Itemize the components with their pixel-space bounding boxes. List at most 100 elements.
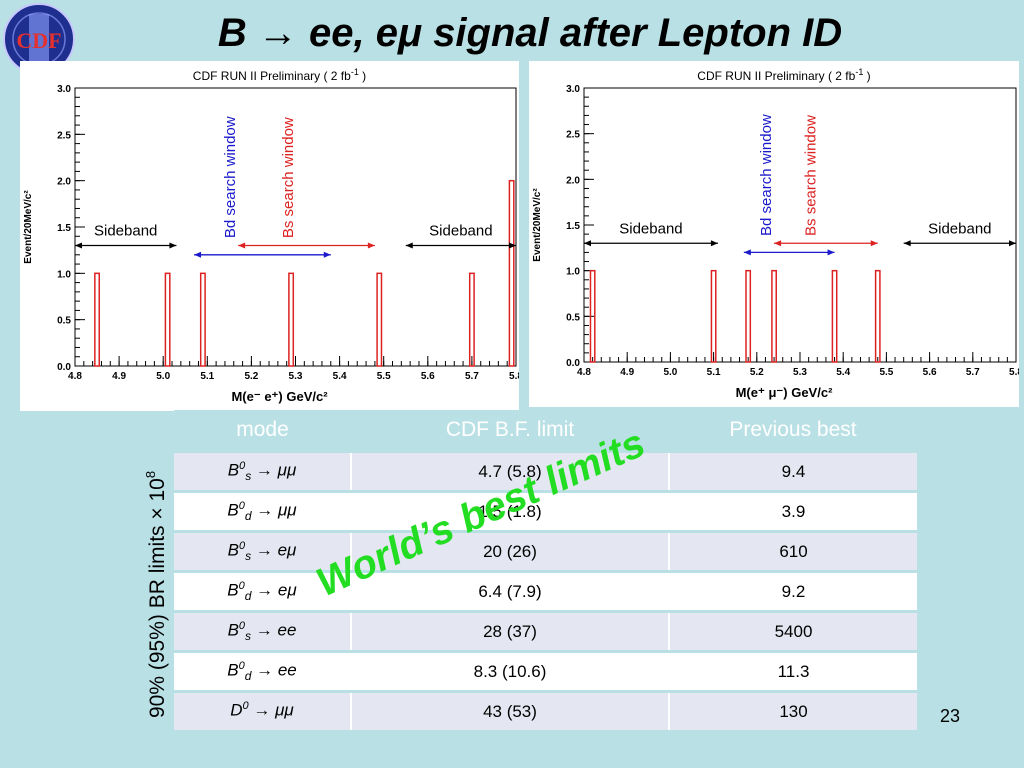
chart-title: CDF RUN II Preliminary ( 2 fb-1 )	[697, 67, 870, 83]
parent-charge: 0	[238, 659, 245, 672]
cdf-limit-cell: 4.7 (5.8)	[351, 450, 670, 492]
y-axis-label: Event/20MeV/c²	[23, 190, 34, 264]
mode-cell: B0s → eμ	[174, 530, 352, 572]
cdf-limit-cell: 20 (26)	[351, 530, 670, 572]
decay-arrow: →	[251, 500, 278, 520]
cdf-logo: CDF	[2, 2, 76, 76]
x-tick-label: 4.8	[577, 367, 591, 378]
parent-particle: D	[230, 700, 243, 720]
y-tick-label: 0.5	[57, 316, 71, 327]
histogram-bin	[164, 272, 171, 367]
y-tick-label: 3.0	[57, 84, 71, 95]
mode-cell: D0 → μμ	[174, 690, 352, 730]
final-state: μμ	[275, 700, 294, 720]
header-previous-best: Previous best	[669, 410, 917, 452]
x-tick-label: 5.4	[333, 371, 347, 382]
previous-best-cell: 11.3	[669, 650, 917, 692]
histogram-ee-chart: CDF RUN II Preliminary ( 2 fb-1 ) 0.0 0.5 1…	[23, 67, 519, 404]
y-tick-label: 0.0	[57, 362, 71, 373]
decay-arrow: →	[251, 660, 278, 680]
histogram-bin	[508, 179, 515, 367]
histogram-panel-ee: CDF RUN II Preliminary ( 2 fb-1 ) 0.0 0.5 1…	[20, 61, 519, 411]
parent-particle: B	[227, 460, 240, 480]
svg-text:90% (95%) BR limits × 108: 90% (95%) BR limits × 108	[143, 471, 169, 718]
sideband-left-arrow-head-right	[169, 242, 177, 249]
parent-charge: 0	[238, 619, 246, 632]
sideband-right-arrow-head-left	[405, 242, 413, 249]
x-tick-label: 5.2	[244, 371, 258, 382]
bs-window-arrow-head-right	[870, 240, 878, 247]
x-tick-label: 5.4	[836, 367, 850, 378]
histogram-bin	[376, 272, 383, 367]
x-tick-label: 5.6	[923, 367, 937, 378]
histogram-bin	[874, 269, 881, 363]
chart-title: CDF RUN II Preliminary ( 2 fb-1 )	[193, 67, 366, 83]
parent-particle: B	[227, 660, 239, 680]
x-tick-label: 5.6	[421, 371, 435, 382]
x-tick-label: 5.7	[966, 367, 980, 378]
bd-window-arrow-head-right	[323, 251, 331, 258]
parent-flavor: s	[245, 629, 252, 644]
cdf-limit-cell: 43 (53)	[351, 690, 670, 730]
decay-arrow: →	[251, 580, 278, 600]
decay-arrow: →	[251, 460, 278, 480]
final-state: eμ	[277, 540, 297, 560]
sideband-left-label: Sideband	[94, 223, 157, 240]
histogram-panel-emu: CDF RUN II Preliminary ( 2 fb-1 ) 0.0 0.5 1…	[529, 61, 1019, 407]
sideband-left-arrow-head-right	[710, 240, 718, 247]
table-row: B0d → ee 8.3 (10.6) 11.3	[174, 650, 917, 692]
parent-flavor: d	[244, 509, 252, 524]
page-number: 23	[940, 706, 961, 726]
y-tick-label: 2.5	[566, 130, 580, 141]
sideband-left-arrow-head-left	[584, 240, 591, 247]
y-tick-label: 2.5	[57, 130, 71, 141]
x-tick-label: 4.9	[112, 371, 126, 382]
final-state: eμ	[277, 580, 297, 600]
previous-best-cell: 610	[669, 530, 917, 572]
cdf-limit-cell: 28 (37)	[351, 610, 670, 652]
y-tick-label: 0.0	[566, 358, 580, 369]
previous-best-cell: 130	[669, 690, 917, 730]
bd-window-arrow-head-left	[194, 251, 202, 258]
slide-title: B → ee, eμ signal after Lepton ID	[217, 11, 843, 55]
table-row: B0d → eμ 6.4 (7.9) 9.2	[174, 570, 917, 612]
y-tick-label: 3.0	[566, 84, 580, 95]
parent-particle: B	[227, 500, 239, 520]
logo-text: CDF	[16, 28, 61, 53]
histogram-bin	[468, 272, 475, 367]
sideband-right-arrow-head-left	[903, 240, 911, 247]
final-state: ee	[277, 620, 297, 640]
table-row: B0s → μμ 4.7 (5.8) 9.4	[174, 450, 917, 492]
x-tick-label: 5.2	[750, 367, 764, 378]
header-cdf-limit: CDF B.F. limit	[351, 410, 669, 452]
x-tick-label: 5.1	[200, 371, 214, 382]
y-tick-label: 1.0	[57, 269, 71, 280]
parent-particle: B	[227, 540, 239, 560]
x-tick-label: 5.3	[793, 367, 807, 378]
y-tick-label: 1.5	[566, 221, 580, 232]
final-state: μμ	[277, 500, 297, 520]
cdf-limit-cell: 1.5 (1.8)	[351, 490, 670, 532]
bs-window-label: Bs search window	[280, 117, 297, 238]
bd-window-arrow-head-right	[827, 249, 835, 256]
parent-charge: 0	[238, 539, 246, 552]
parent-particle: B	[227, 620, 239, 640]
histogram-bin	[831, 269, 838, 363]
previous-best-cell: 3.9	[669, 490, 917, 532]
histogram-bin	[745, 269, 752, 363]
x-tick-label: 5.1	[707, 367, 721, 378]
mode-cell: B0d → eμ	[174, 570, 352, 612]
previous-best-cell: 9.2	[669, 570, 917, 612]
parent-particle: B	[227, 580, 239, 600]
parent-flavor: s	[245, 469, 252, 484]
br-limit-label-text: 90% (95%) BR limits × 10	[146, 478, 169, 718]
histogram-bin	[199, 272, 206, 367]
histogram-bin	[288, 272, 295, 367]
histogram-bin	[771, 269, 777, 363]
x-tick-label: 5.5	[377, 371, 391, 382]
bs-window-arrow-head-left	[774, 240, 782, 247]
decay-arrow: →	[251, 540, 278, 560]
table-row: B0s → eμ 20 (26) 610	[174, 530, 917, 572]
decay-arrow: →	[251, 620, 278, 640]
x-tick-label: 4.8	[68, 371, 82, 382]
